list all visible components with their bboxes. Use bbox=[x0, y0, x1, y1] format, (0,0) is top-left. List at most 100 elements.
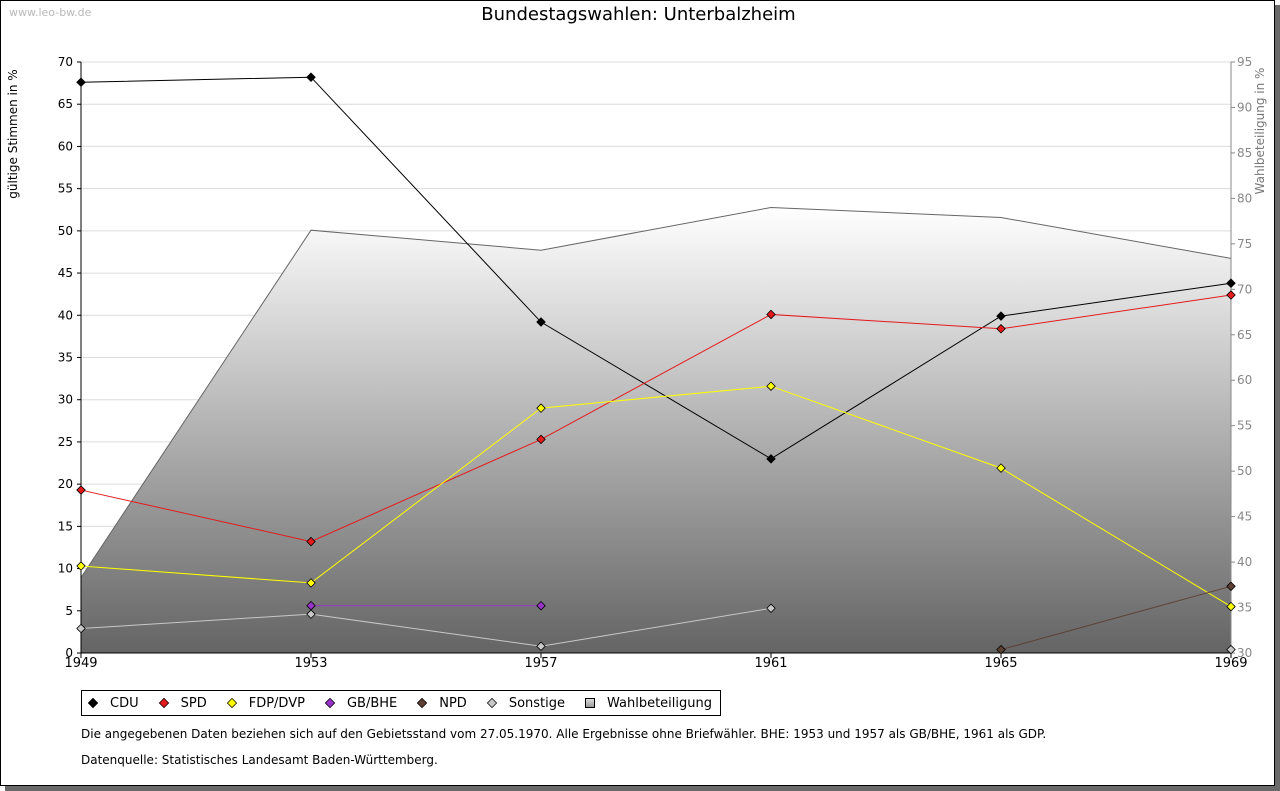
series-sonstige bbox=[76, 603, 1236, 655]
series-cdu bbox=[76, 72, 1236, 464]
data-point-cdu-1965 bbox=[996, 311, 1006, 321]
legend-label-sonstige: Sonstige bbox=[508, 695, 565, 711]
series-line-npd bbox=[1000, 585, 1232, 651]
x-tick-label: 1965 bbox=[984, 656, 1017, 671]
x-tick-label: 1969 bbox=[1214, 656, 1247, 671]
data-point-cdu-1957 bbox=[536, 317, 546, 327]
y-tick-label: 50 bbox=[58, 224, 73, 238]
legend-item-npd: NPD bbox=[417, 696, 467, 711]
legend-marker-spd bbox=[158, 697, 169, 709]
chart-title: Bundestagswahlen: Unterbalzheim bbox=[481, 4, 796, 25]
y-tick-label: 0 bbox=[65, 646, 73, 660]
y2-tick-label: 95 bbox=[1237, 55, 1252, 69]
x-tick-label: 1949 bbox=[64, 656, 97, 671]
y-tick-label: 70 bbox=[58, 55, 73, 69]
series-line-fdp-dvp bbox=[80, 385, 1232, 607]
data-point-sonstige-1953 bbox=[306, 609, 316, 619]
y2-tick-label: 90 bbox=[1237, 100, 1252, 114]
y-tick-label: 15 bbox=[58, 519, 73, 533]
y-tick-label: 60 bbox=[58, 139, 73, 153]
legend-marker-cdu bbox=[87, 697, 99, 709]
y2-tick-label: 75 bbox=[1237, 237, 1252, 251]
y-axis-label: gültige Stimmen in % bbox=[6, 69, 20, 198]
data-point-spd-1965 bbox=[996, 324, 1006, 334]
chart-legend: CDU SPD FDP/DVP GB/BHE NPD Sonstige Wahl… bbox=[81, 690, 722, 716]
y2-tick-label: 70 bbox=[1237, 282, 1252, 296]
turnout-area bbox=[81, 207, 1231, 653]
y-tick-label: 5 bbox=[65, 604, 73, 618]
data-point-fdp-dvp-1961 bbox=[766, 381, 776, 391]
legend-label-wahlbeteiligung: Wahlbeteiligung bbox=[607, 695, 713, 711]
legend-marker-fdp bbox=[226, 697, 237, 709]
legend-item-fdp: FDP/DVP bbox=[226, 695, 305, 711]
data-point-fdp-dvp-1957 bbox=[536, 403, 546, 413]
series-npd bbox=[996, 581, 1236, 655]
data-point-fdp-dvp-1965 bbox=[996, 463, 1006, 473]
data-point-spd-1961 bbox=[766, 309, 776, 320]
data-point-spd-1949 bbox=[76, 485, 86, 495]
footnote-area: Die angegebenen Daten beziehen sich auf … bbox=[81, 727, 1047, 741]
series-fdp-dvp bbox=[76, 381, 1236, 612]
legend-label-cdu: CDU bbox=[110, 695, 139, 711]
legend-item-wahlbeteiligung: Wahlbeteiligung bbox=[585, 696, 712, 711]
legend-marker-gbbhe bbox=[324, 697, 336, 709]
y2-tick-label: 30 bbox=[1237, 646, 1252, 660]
legend-item-cdu: CDU bbox=[87, 695, 139, 711]
y2-tick-label: 50 bbox=[1237, 464, 1252, 478]
data-point-fdp-dvp-1969 bbox=[1226, 601, 1236, 612]
y-tick-label: 25 bbox=[58, 435, 73, 449]
y-tick-label: 20 bbox=[58, 477, 73, 491]
data-point-spd-1953 bbox=[306, 536, 316, 547]
legend-label-gbbhe: GB/BHE bbox=[346, 695, 398, 711]
y-tick-label: 45 bbox=[58, 266, 73, 280]
y-tick-label: 35 bbox=[58, 351, 73, 365]
x-tick-label: 1957 bbox=[524, 656, 557, 671]
data-point-fdp-dvp-1949 bbox=[76, 561, 86, 571]
data-point-cdu-1949 bbox=[76, 77, 86, 88]
legend-marker-wahlbeteiligung bbox=[585, 698, 595, 708]
legend-label-fdp: FDP/DVP bbox=[248, 695, 305, 711]
y2-tick-label: 65 bbox=[1237, 328, 1252, 342]
y-tick-label: 10 bbox=[58, 562, 73, 576]
series-spd bbox=[76, 290, 1236, 547]
y2-tick-label: 85 bbox=[1237, 146, 1252, 160]
watermark: www.leo-bw.de bbox=[9, 6, 92, 19]
series-line-cdu bbox=[80, 76, 1232, 460]
y2-tick-label: 35 bbox=[1237, 601, 1252, 615]
data-point-sonstige-1949 bbox=[76, 623, 86, 634]
data-point-sonstige-1969 bbox=[1226, 644, 1236, 655]
x-tick-label: 1961 bbox=[754, 656, 787, 671]
series-layer bbox=[76, 72, 1236, 655]
series-line-sonstige bbox=[80, 607, 772, 647]
y-tick-label: 40 bbox=[58, 308, 73, 322]
y2-axis-label: Wahlbeteiligung in % bbox=[1253, 68, 1267, 195]
legend-marker-npd bbox=[417, 697, 428, 709]
y2-tick-label: 60 bbox=[1237, 373, 1252, 387]
turnout-area-line bbox=[80, 206, 1232, 578]
turnout-area-layer bbox=[80, 206, 1232, 653]
data-point-npd-1969 bbox=[1226, 581, 1236, 592]
legend-item-sonstige: Sonstige bbox=[486, 695, 565, 711]
legend-item-spd: SPD bbox=[158, 695, 207, 711]
y2-tick-label: 80 bbox=[1237, 191, 1252, 205]
data-point-spd-1957 bbox=[536, 434, 546, 445]
data-point-sonstige-1957 bbox=[536, 641, 546, 652]
y-tick-label: 30 bbox=[58, 393, 73, 407]
y-tick-label: 65 bbox=[58, 97, 73, 111]
data-point-cdu-1953 bbox=[306, 72, 316, 82]
legend-label-spd: SPD bbox=[180, 695, 207, 711]
y-tick-label: 55 bbox=[58, 182, 73, 196]
series-gb-bhe bbox=[306, 600, 546, 611]
legend-marker-sonstige bbox=[486, 697, 497, 709]
data-point-sonstige-1961 bbox=[766, 603, 776, 614]
data-point-fdp-dvp-1953 bbox=[306, 578, 316, 588]
data-point-spd-1969 bbox=[1226, 290, 1236, 300]
y2-tick-label: 40 bbox=[1237, 555, 1252, 569]
footnote-source: Datenquelle: Statistisches Landesamt Bad… bbox=[81, 753, 438, 767]
data-point-cdu-1961 bbox=[766, 454, 776, 464]
legend-label-npd: NPD bbox=[439, 695, 467, 711]
y2-tick-label: 45 bbox=[1237, 510, 1252, 524]
y2-tick-label: 55 bbox=[1237, 419, 1252, 433]
